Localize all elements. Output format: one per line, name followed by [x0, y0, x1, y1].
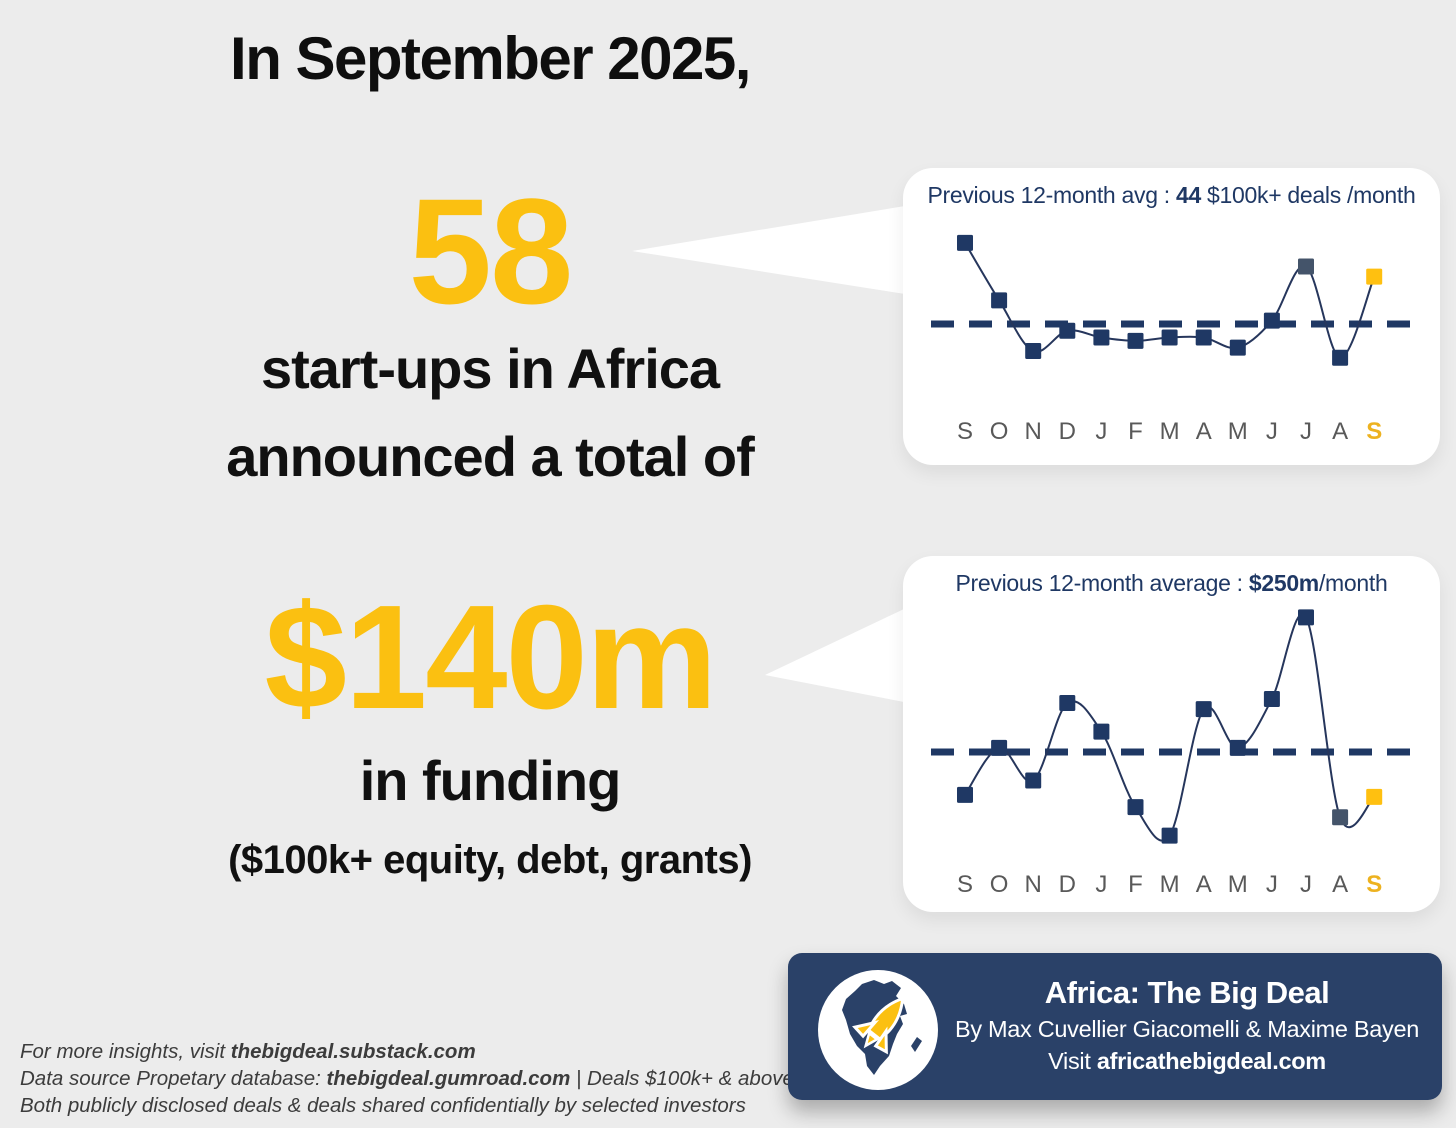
africa-big-deal-logo	[818, 970, 938, 1090]
brand-visit-prefix: Visit	[1048, 1048, 1097, 1074]
month-axis-label: J	[1095, 418, 1107, 445]
madagascar-icon	[911, 1037, 922, 1052]
data-point-marker	[1025, 772, 1042, 789]
footer-note-line2: Data source Propetary database: thebigde…	[20, 1065, 794, 1092]
brand-card: Africa: The Big Deal By Max Cuvellier Gi…	[788, 953, 1442, 1100]
deals-chart-title: Previous 12-month avg : 44 $100k+ deals …	[903, 182, 1440, 209]
brand-visit-url: africathebigdeal.com	[1096, 1048, 1326, 1074]
deals-chart-title-suffix: $100k+ deals /month	[1200, 182, 1416, 208]
month-axis-label: A	[1196, 871, 1212, 898]
data-point-marker	[991, 739, 1008, 756]
deals-count: 58	[408, 167, 574, 335]
data-point-marker	[1195, 329, 1212, 346]
month-axis-label: S	[1366, 871, 1382, 898]
note1-url: thebigdeal.substack.com	[230, 1040, 476, 1063]
month-axis-label: S	[1366, 418, 1382, 445]
data-point-marker	[1059, 695, 1076, 712]
deals-chart-title-prefix: Previous 12-month avg :	[927, 182, 1176, 208]
data-point-marker	[957, 786, 973, 803]
month-axis-label: D	[1059, 418, 1076, 445]
note1-text: For more insights, visit	[20, 1040, 231, 1063]
funding-caption: in funding	[359, 749, 622, 812]
funding-chart-title-value: $250m	[1248, 570, 1319, 596]
data-point-marker	[1332, 809, 1349, 826]
note2-text: Data source Propetary database:	[20, 1067, 327, 1090]
data-point-marker	[1332, 349, 1349, 366]
brand-title: Africa: The Big Deal	[1044, 975, 1330, 1010]
hero-column: In September 2025, 58 start-ups in Afric…	[152, 0, 828, 940]
month-axis-label: M	[1160, 418, 1180, 445]
data-point-marker	[1298, 258, 1314, 275]
data-point-marker	[1263, 312, 1280, 329]
month-axis-label: M	[1228, 418, 1248, 445]
month-axis-label: O	[990, 418, 1009, 445]
month-axis-label: J	[1095, 871, 1107, 898]
month-axis-label: D	[1059, 871, 1076, 898]
month-axis-label: A	[1332, 418, 1348, 445]
funding-amount: $140m	[264, 575, 718, 740]
brand-visit-line: Visit africathebigdeal.com	[948, 1048, 1426, 1075]
month-axis-label: M	[1160, 871, 1180, 898]
month-axis-label: J	[1266, 871, 1278, 898]
footer-note-line1: For more insights, visit thebigdeal.subs…	[20, 1038, 794, 1065]
funding-chart-card: Previous 12-month average : $250m/month …	[903, 556, 1440, 912]
page-title: In September 2025,	[230, 25, 751, 92]
data-point-marker	[1229, 739, 1246, 756]
deals-chart-card: Previous 12-month avg : 44 $100k+ deals …	[903, 168, 1440, 465]
data-point-marker	[1127, 799, 1144, 816]
month-axis-label: F	[1128, 871, 1143, 898]
data-point-marker	[1025, 343, 1042, 360]
note2-url: thebigdeal.gumroad.com	[326, 1067, 571, 1090]
funding-chart-title: Previous 12-month average : $250m/month	[903, 570, 1440, 597]
month-axis-label: N	[1025, 871, 1042, 898]
data-point-marker	[1093, 723, 1110, 740]
month-axis-label: M	[1228, 871, 1248, 898]
funding-chart-title-suffix: /month	[1318, 570, 1388, 596]
data-point-marker	[1366, 268, 1383, 285]
rocket-icon	[852, 996, 905, 1055]
data-point-marker	[1229, 339, 1246, 356]
data-point-marker	[1059, 322, 1076, 339]
month-axis-label: S	[957, 871, 973, 898]
speech-bubble-tail-deals	[632, 206, 905, 294]
data-point-marker	[991, 292, 1008, 309]
data-point-marker	[1161, 329, 1178, 346]
month-axis-label: J	[1266, 418, 1278, 445]
brand-byline: By Max Cuvellier Giacomelli & Maxime Bay…	[954, 1016, 1420, 1042]
data-point-marker	[1366, 788, 1383, 805]
data-point-marker	[1195, 701, 1212, 718]
deals-caption-line2: announced a total of	[226, 425, 755, 488]
month-axis-label: A	[1332, 871, 1348, 898]
data-point-marker	[1263, 690, 1280, 707]
month-axis-label: N	[1025, 418, 1042, 445]
footer-note-line3: Both publicly disclosed deals & deals sh…	[20, 1094, 746, 1117]
deals-caption-line1: start-ups in Africa	[260, 337, 720, 400]
series-line	[964, 613, 1375, 842]
month-axis-label: J	[1300, 871, 1312, 898]
brand-text: Africa: The Big Deal By Max Cuvellier Gi…	[948, 975, 1426, 1075]
speech-bubble-tail-funding	[765, 609, 904, 702]
month-axis-label: F	[1128, 418, 1143, 445]
note2-suffix: | Deals $100k+ & above	[570, 1067, 794, 1090]
data-point-marker	[1298, 609, 1314, 626]
funding-chart-title-prefix: Previous 12-month average :	[955, 570, 1249, 596]
month-axis-label: A	[1196, 418, 1212, 445]
data-point-marker	[1093, 329, 1110, 346]
data-point-marker	[1127, 332, 1144, 349]
deals-chart-title-value: 44	[1175, 182, 1201, 208]
month-axis-label: O	[990, 871, 1009, 898]
funding-note: ($100k+ equity, debt, grants)	[228, 838, 752, 882]
month-axis-label: J	[1300, 418, 1312, 445]
data-point-marker	[1161, 827, 1178, 844]
footer-notes: For more insights, visit thebigdeal.subs…	[20, 1038, 794, 1119]
data-point-marker	[957, 234, 973, 251]
month-axis-label: S	[957, 418, 973, 445]
